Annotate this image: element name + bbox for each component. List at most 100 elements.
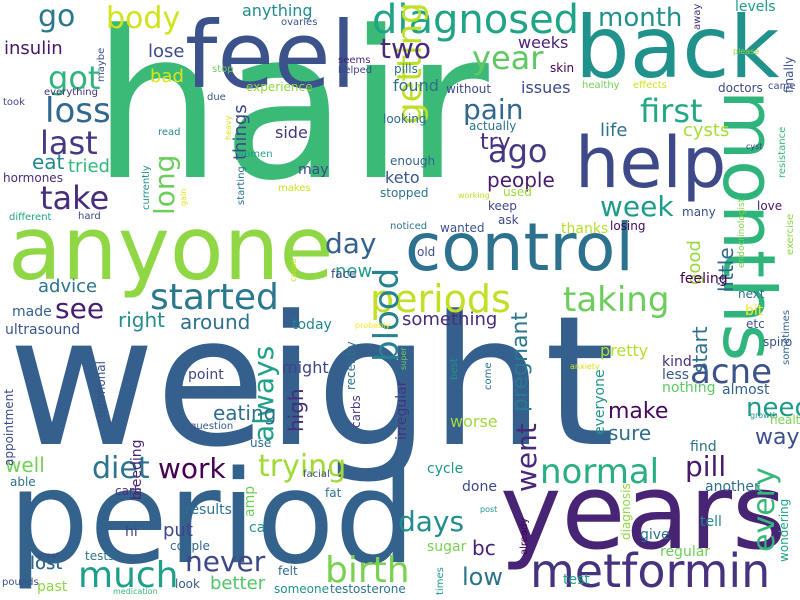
word-something: something (402, 309, 498, 330)
word-take: take (40, 179, 110, 217)
word-hi: hi (125, 524, 138, 540)
word-eating: eating (213, 401, 277, 425)
word-next: next (738, 287, 765, 301)
word-two: two (380, 32, 432, 65)
word-away: away (692, 3, 703, 30)
word-seems: seems (338, 55, 371, 66)
word-cyst: cyst (746, 142, 763, 151)
word-best: best (449, 358, 460, 380)
word-insulin: insulin (4, 38, 63, 59)
word-growth: growth (750, 411, 778, 420)
word-use: use (250, 436, 272, 450)
word-body: body (106, 1, 181, 36)
word-cycle: cycle (427, 461, 464, 477)
word-test: test (563, 572, 590, 588)
word-love: love (757, 199, 783, 213)
word-lose: lose (148, 41, 185, 62)
word-went: went (510, 423, 543, 492)
word-way: way (755, 425, 800, 450)
word-felt: felt (278, 564, 298, 578)
word-hormones: hormones (3, 171, 63, 185)
word-made: made (12, 304, 52, 320)
word-year: year (472, 39, 544, 77)
word-low: low (462, 563, 503, 591)
word-less: less (662, 367, 690, 383)
word-past: past (37, 579, 68, 595)
word-go: go (38, 0, 76, 34)
word-couple: couple (170, 539, 210, 553)
word-lost-2: lost (30, 553, 63, 574)
word-days: days (398, 505, 465, 538)
word-starting: starting (236, 166, 247, 205)
word-today: today (292, 317, 332, 333)
word-everyone: everyone (592, 369, 608, 435)
word-hair: hair (92, 0, 489, 226)
word-gain: gain (179, 188, 188, 206)
word-enough: enough (390, 154, 436, 168)
word-bc: bc (472, 536, 496, 560)
word-doctors: doctors (718, 81, 763, 95)
word-heavy: heavy (224, 115, 233, 140)
word-pain: pain (463, 93, 524, 126)
word-trying: trying (258, 449, 347, 484)
word-irregular: irregular (394, 380, 410, 440)
word-weight: weight (8, 278, 615, 487)
word-super: super (399, 347, 408, 370)
word-feeling: feeling (680, 271, 728, 287)
word-please: please (733, 47, 760, 56)
word-high: high (284, 388, 308, 432)
word-diet: diet (92, 451, 150, 486)
word-hard: hard (78, 211, 101, 222)
word-look: look (175, 577, 200, 591)
word-taking: taking (563, 280, 670, 320)
word-thanks: thanks (561, 221, 609, 237)
word-tell: tell (700, 514, 722, 530)
word-normal: normal (540, 452, 660, 492)
word-levels: levels (735, 0, 776, 15)
word-maybe: maybe (96, 47, 107, 82)
word-started: started (150, 277, 279, 318)
word-wanted: wanted (440, 221, 485, 235)
word-may: may (298, 162, 329, 178)
word-makes: makes (278, 183, 311, 194)
word-make: make (608, 399, 669, 424)
word-noticed: noticed (390, 221, 428, 232)
word-looking: looking (383, 112, 427, 126)
word-fat: fat (325, 486, 342, 500)
word-ask: ask (498, 213, 519, 227)
word-got: got (48, 59, 101, 97)
word-regular: regular (660, 544, 711, 560)
word-might: might (282, 358, 329, 377)
word-losing: losing (610, 219, 646, 233)
word-new: new (335, 261, 373, 282)
word-carb: carb (115, 484, 142, 498)
word-cysts: cysts (683, 120, 730, 141)
word-first: first (640, 92, 703, 130)
word-cause: cause (289, 258, 298, 282)
word-effects: effects (633, 80, 667, 91)
word-worse: worse (450, 412, 498, 431)
word-pretty: pretty (600, 341, 649, 360)
word-great: great (38, 551, 60, 560)
word-exercise: exercise (785, 213, 796, 255)
word-point: point (188, 367, 224, 383)
word-experience: experience (246, 80, 313, 94)
word-loss: loss (45, 91, 111, 131)
word-side: side (275, 123, 308, 142)
word-bit: bit (745, 303, 764, 319)
word-birth: birth (325, 550, 410, 591)
word-right: right (118, 308, 165, 332)
word-anyone: anyone (8, 197, 334, 300)
word-without: without (446, 82, 492, 96)
word-issues: issues (521, 78, 571, 97)
word-found: found (393, 76, 439, 95)
word-years: years (500, 451, 787, 573)
word-give: give (640, 527, 670, 543)
word-question: question (190, 421, 234, 432)
word-anything: anything (242, 1, 313, 20)
word-day: day (325, 227, 377, 260)
word-week: week (600, 190, 674, 223)
word-never: never (185, 545, 266, 578)
word-back: back (575, 0, 780, 98)
